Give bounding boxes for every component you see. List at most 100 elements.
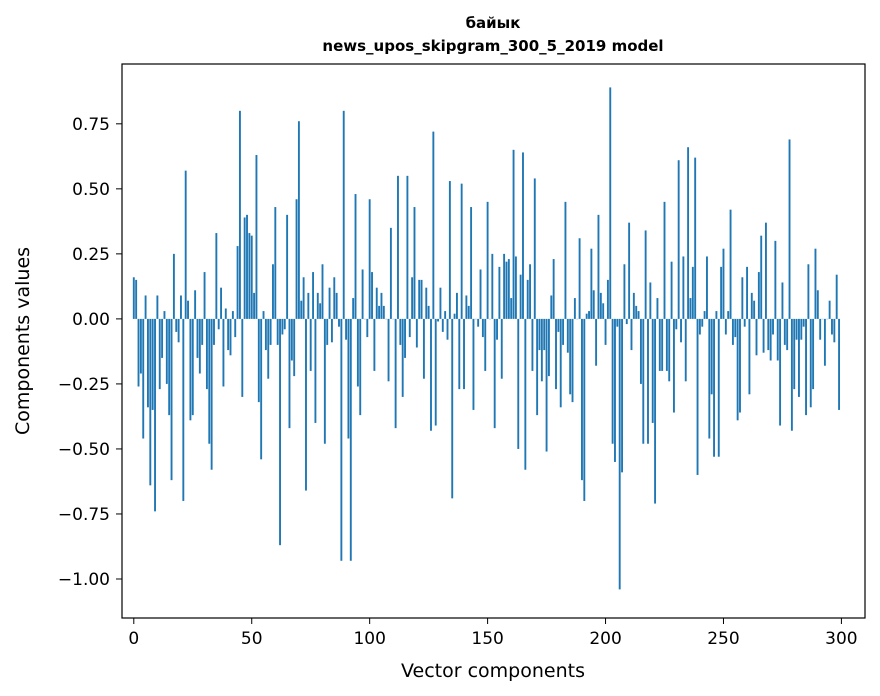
bar-component-7 [149, 318, 152, 486]
bar-component-58 [269, 318, 272, 345]
bar-component-29 [201, 318, 204, 345]
bar-component-101 [371, 272, 373, 319]
bar-component-105 [380, 292, 383, 319]
bar-component-178 [552, 259, 555, 319]
bar-component-287 [809, 318, 812, 408]
bar-component-243 [706, 256, 708, 319]
bar-component-230 [675, 318, 678, 330]
bar-component-265 [757, 272, 760, 319]
bar-component-18 [175, 318, 178, 332]
bar-component-116 [406, 175, 409, 319]
bar-component-111 [394, 318, 397, 429]
bar-component-229 [673, 318, 675, 413]
bar-component-113 [399, 318, 402, 345]
bar-component-219 [649, 282, 652, 319]
bar-component-86 [335, 292, 338, 319]
bar-component-128 [434, 318, 437, 426]
bar-component-26 [194, 290, 197, 319]
bar-component-11 [158, 318, 161, 390]
bar-component-223 [658, 318, 661, 371]
bar-component-164 [519, 274, 522, 319]
bar-component-210 [628, 222, 631, 319]
bar-component-285 [805, 318, 807, 416]
bar-component-23 [187, 300, 189, 319]
bar-component-51 [253, 292, 256, 319]
bar-component-68 [293, 318, 296, 377]
bar-component-82 [326, 318, 329, 345]
bar-component-79 [319, 303, 322, 319]
bar-component-3 [139, 318, 142, 374]
bar-component-264 [755, 318, 758, 356]
x-axis-label: Vector components [401, 660, 585, 682]
bar-component-63 [281, 318, 284, 335]
bar-component-6 [147, 318, 149, 408]
bar-component-146 [477, 318, 480, 327]
x-tick-label-250: 250 [707, 629, 739, 649]
bar-component-152 [491, 253, 494, 319]
bar-component-253 [729, 209, 732, 319]
bar-component-179 [555, 318, 557, 390]
bar-component-73 [305, 318, 307, 491]
bar-component-187 [573, 298, 576, 319]
bar-component-61 [276, 318, 279, 345]
bar-component-238 [694, 157, 697, 319]
bar-component-65 [286, 214, 289, 319]
x-axis-ticks: 0 50 100 150 200 250 300 [128, 618, 858, 649]
bar-component-21 [182, 318, 185, 501]
bar-component-45 [238, 110, 241, 319]
bar-component-174 [543, 318, 546, 351]
bar-component-127 [432, 131, 435, 319]
bar-component-22 [184, 170, 187, 319]
bar-component-155 [498, 266, 501, 319]
bar-component-267 [762, 318, 765, 353]
bar-component-120 [415, 318, 418, 348]
bar-component-283 [800, 318, 803, 340]
bar-component-48 [246, 214, 248, 319]
bar-component-169 [531, 318, 534, 371]
bar-component-194 [590, 248, 593, 319]
bar-component-271 [772, 318, 774, 335]
bar-component-240 [698, 318, 701, 335]
bar-component-202 [609, 87, 612, 319]
bar-component-97 [361, 269, 364, 319]
bar-component-134 [448, 181, 451, 319]
bar-component-132 [444, 311, 447, 319]
bar-component-138 [458, 318, 461, 390]
bar-component-133 [446, 318, 449, 340]
bar-component-78 [316, 292, 319, 319]
bar-component-209 [625, 318, 628, 325]
bar-component-49 [248, 233, 251, 319]
bar-component-157 [503, 253, 506, 319]
bar-component-241 [701, 318, 704, 327]
bar-component-38 [222, 318, 225, 387]
bar-component-257 [739, 318, 741, 413]
bar-component-96 [359, 318, 362, 416]
bar-component-137 [456, 292, 458, 319]
bar-component-154 [496, 318, 498, 340]
bar-component-247 [715, 311, 718, 319]
bar-component-214 [637, 311, 640, 319]
bar-component-280 [793, 318, 796, 390]
bar-component-189 [578, 238, 581, 319]
bar-component-183 [564, 201, 567, 319]
bar-component-205 [616, 318, 619, 327]
bar-component-172 [538, 318, 541, 351]
bar-component-30 [203, 272, 206, 319]
bar-component-108 [387, 318, 390, 382]
bar-component-121 [418, 279, 421, 319]
bar-component-59 [272, 264, 274, 319]
bar-component-195 [592, 290, 595, 319]
bar-component-95 [356, 318, 359, 387]
bars-group [132, 87, 840, 590]
bar-component-143 [470, 207, 473, 319]
bar-component-162 [514, 256, 517, 319]
bar-component-81 [323, 318, 326, 444]
bar-component-44 [236, 246, 239, 319]
bar-component-85 [333, 277, 336, 319]
bar-component-180 [557, 318, 560, 332]
bar-component-191 [583, 318, 586, 501]
bar-component-186 [571, 318, 574, 403]
bar-component-166 [524, 318, 527, 470]
bar-component-236 [689, 298, 692, 319]
bar-component-215 [639, 318, 642, 384]
